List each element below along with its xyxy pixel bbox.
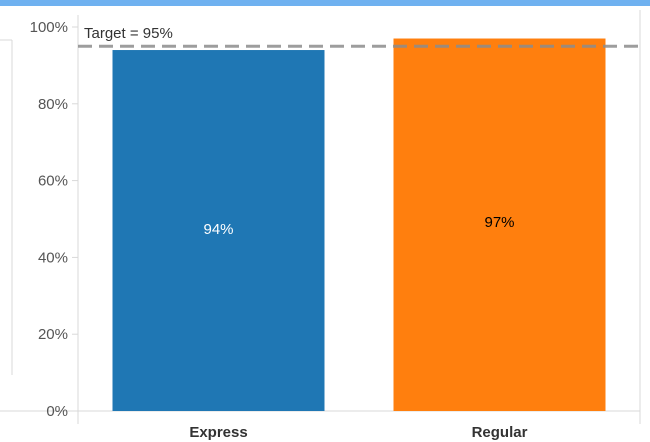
bars: 94% 97% <box>112 38 606 412</box>
bar-express <box>112 50 325 411</box>
data-label-express: 94% <box>203 221 233 238</box>
category-label-regular: Regular <box>472 424 528 441</box>
target-reference-label: Target = 95% <box>84 25 173 42</box>
bar-regular <box>393 38 606 412</box>
y-tick-label: 40% <box>38 249 68 266</box>
y-axis: 0% 20% 40% 60% 80% 100% <box>30 19 78 420</box>
x-axis: Express Regular <box>189 424 527 441</box>
y-tick-label: 80% <box>38 96 68 113</box>
top-accent-strip <box>0 0 650 6</box>
y-tick-label: 0% <box>46 403 68 420</box>
reference-line-group: Target = 95% <box>78 25 640 48</box>
y-tick-label: 20% <box>38 326 68 343</box>
data-label-regular: 97% <box>484 214 514 231</box>
category-label-express: Express <box>189 424 247 441</box>
y-tick-label: 100% <box>30 19 68 36</box>
y-tick-label: 60% <box>38 173 68 190</box>
